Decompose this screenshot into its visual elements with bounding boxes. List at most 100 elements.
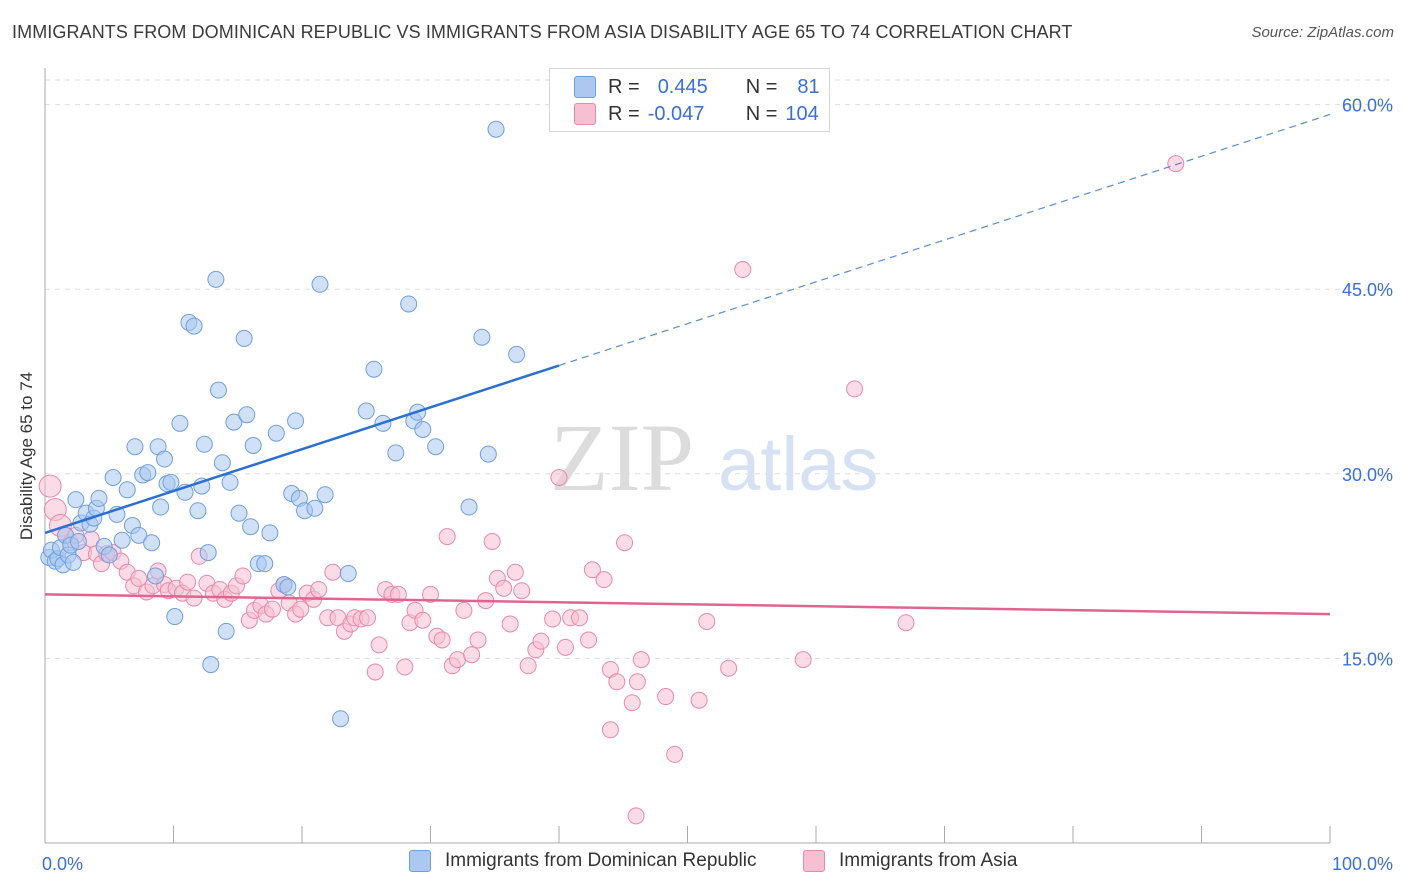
dominican-point — [147, 567, 165, 585]
correlation-legend: R = 0.445 N = 81 R = -0.047 N = 104 — [549, 68, 830, 132]
dominican-point — [306, 499, 324, 517]
asia-point — [1167, 155, 1185, 173]
dominican-trend-line — [44, 364, 560, 535]
legend-n-label: N = — [745, 75, 778, 98]
dominican-point — [279, 578, 297, 596]
asia-point — [359, 609, 377, 627]
dominican-point — [311, 275, 329, 293]
asia-point — [571, 609, 589, 627]
asia-point — [846, 380, 864, 398]
asia-point — [463, 646, 481, 664]
dominican-point — [195, 435, 213, 453]
dominican-point — [189, 502, 207, 520]
x-tick-label: 0.0% — [42, 854, 83, 874]
dominican-point — [242, 518, 260, 536]
asia-point — [495, 579, 513, 597]
asia-point — [38, 474, 62, 498]
asia-point — [185, 589, 203, 607]
y-tick-label: 45.0% — [1342, 280, 1393, 300]
source-credit: Source: ZipAtlas.com — [1251, 24, 1394, 41]
dominican-point — [207, 270, 225, 288]
dominican-point — [414, 421, 432, 439]
dominican-point — [230, 504, 248, 522]
asia-point — [532, 632, 550, 650]
asia-point — [794, 651, 812, 669]
legend-label-dominican: Immigrants from Dominican Republic — [445, 850, 757, 871]
legend-swatch-blue — [574, 76, 596, 98]
asia-point — [414, 611, 432, 629]
y-tick-label: 30.0% — [1342, 465, 1393, 485]
legend-swatch-blue — [409, 850, 431, 872]
legend-r-value: 0.445 — [657, 75, 708, 98]
dominican-point — [316, 486, 334, 504]
asia-point — [580, 631, 598, 649]
dominican-point — [221, 473, 239, 491]
dominican-point — [90, 489, 108, 507]
dominican-point — [460, 498, 478, 516]
dominican-point — [479, 445, 497, 463]
asia-point — [438, 528, 456, 546]
dominican-point — [365, 360, 383, 378]
dominican-point — [67, 491, 85, 509]
asia-point — [513, 582, 531, 600]
asia-point — [632, 651, 650, 669]
asia-point — [455, 601, 473, 619]
asia-point — [616, 534, 634, 552]
trend-lines — [44, 113, 1331, 616]
dominican-point — [130, 526, 148, 544]
watermark-zip: ZIP — [550, 404, 694, 511]
asia-point — [550, 468, 568, 486]
dominican-point — [64, 553, 82, 571]
x-tick-label: 100.0% — [1332, 854, 1393, 874]
dominican-point — [156, 450, 174, 468]
dominican-point — [100, 546, 118, 564]
dominican-point — [256, 555, 274, 573]
dominican-point — [166, 608, 184, 626]
asia-point — [130, 569, 148, 587]
asia-point — [389, 585, 407, 603]
chart-title: IMMIGRANTS FROM DOMINICAN REPUBLIC VS IM… — [12, 22, 1073, 42]
dominican-point — [162, 473, 180, 491]
asia-point — [690, 691, 708, 709]
asia-point — [544, 610, 562, 628]
dominican-point — [387, 444, 405, 462]
y-tick-label: 15.0% — [1342, 649, 1393, 669]
series-legend: Immigrants from Dominican Republic Immig… — [0, 850, 1406, 880]
asia-point — [608, 673, 626, 691]
asia-point — [263, 600, 281, 618]
y-tick-label: 60.0% — [1342, 96, 1393, 116]
legend-n-value: 81 — [797, 75, 820, 98]
dominican-point — [339, 564, 357, 582]
legend-row-dominican: R = 0.445 N = 81 — [574, 74, 820, 100]
asia-point — [422, 585, 439, 603]
dominican-trend-extension — [558, 113, 1331, 367]
asia-point — [897, 614, 915, 632]
asia-point — [595, 571, 613, 589]
asia-point — [292, 600, 310, 618]
dominican-point — [238, 406, 256, 424]
asia-point — [179, 573, 197, 591]
dominican-point — [171, 414, 189, 432]
dominican-point — [104, 468, 122, 486]
asia-point — [483, 532, 501, 550]
dominican-point — [69, 532, 87, 550]
dominican-point — [267, 424, 285, 442]
legend-r-value: -0.047 — [647, 102, 705, 125]
dominican-point — [113, 531, 131, 549]
tick-labels: 15.0% 30.0% 45.0% 60.0% 0.0% 100.0% — [42, 96, 1393, 874]
dominican-point — [209, 381, 227, 399]
asia-point — [370, 636, 388, 654]
dominican-point — [118, 481, 136, 499]
dominican-point — [427, 438, 445, 456]
asia-point — [556, 638, 574, 656]
legend-label-asia: Immigrants from Asia — [839, 850, 1018, 871]
legend-item-dominican: Immigrants from Dominican Republic — [409, 850, 757, 872]
asia-point — [601, 721, 619, 739]
watermark: ZIP atlas — [550, 404, 879, 511]
legend-n-label: N = — [745, 102, 778, 125]
dominican-point — [473, 328, 491, 346]
asia-point — [583, 561, 601, 579]
dominican-point — [152, 498, 170, 516]
dominican-point — [213, 454, 231, 472]
